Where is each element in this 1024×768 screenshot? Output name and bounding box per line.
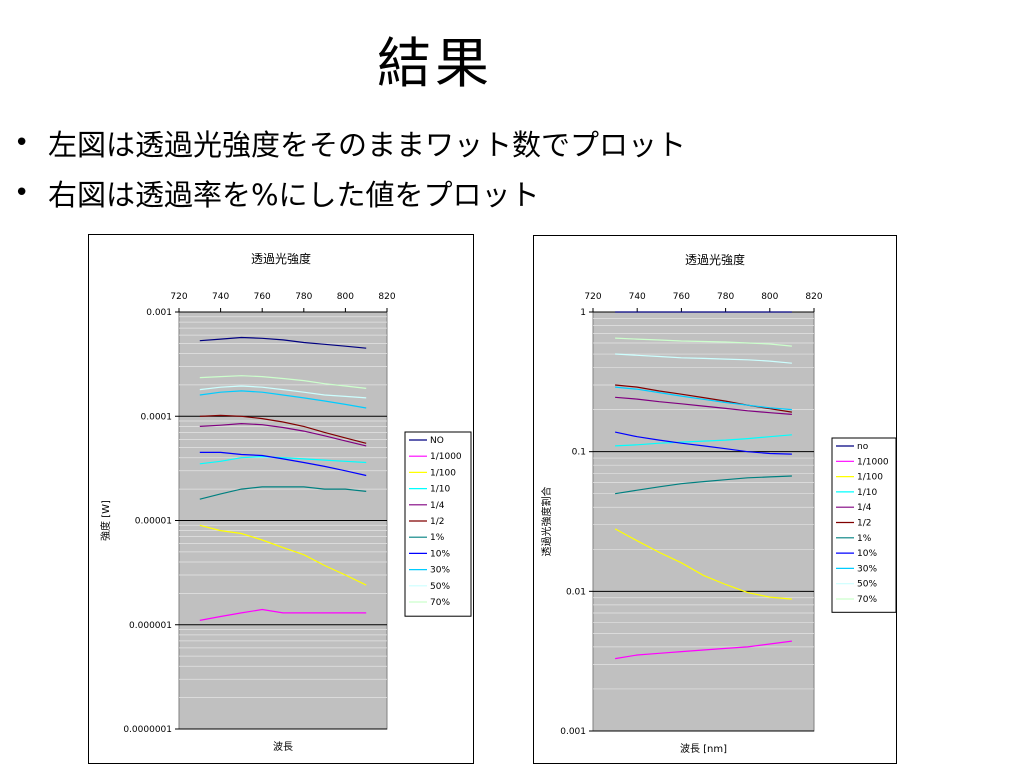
bullet-dot-icon: • (14, 128, 30, 158)
series-line-10 (199, 375, 367, 389)
x-tick-label: 740 (212, 292, 229, 302)
legend-label: 1/2 (430, 517, 444, 527)
bullet-dot-icon: • (14, 178, 30, 208)
y-tick-label: 0.000001 (129, 621, 172, 631)
series-line-2 (614, 528, 792, 600)
x-tick-label: 800 (761, 292, 778, 302)
x-tick-label: 760 (673, 292, 690, 302)
series-line-7 (614, 431, 792, 455)
chart-left-svg: 透過光強度 0.001 0.0001 0.00001 0.000001 0.0000001… (99, 251, 472, 753)
x-tick-label: 780 (295, 292, 312, 302)
x-tick-label: 820 (378, 292, 395, 302)
y-tick-label: 0.001 (146, 308, 172, 318)
x-axis-label: 波長 [nm] (680, 742, 727, 755)
x-tick-label: 720 (170, 292, 187, 302)
series-line-3 (615, 434, 792, 447)
series-line-6 (615, 475, 792, 495)
series-line-6 (199, 486, 367, 500)
legend-label: no (857, 442, 869, 452)
y-tick-label: 0.0001 (141, 412, 173, 422)
series-line-2 (199, 524, 367, 586)
y-tick-label: 0.1 (572, 448, 586, 458)
legend-label: 1/1000 (430, 452, 462, 462)
legend-label: 70% (430, 598, 450, 608)
legend-label: 1/10 (430, 485, 450, 495)
legend-label: 1% (857, 534, 872, 544)
y-tick-label: 0.0000001 (123, 725, 172, 735)
legend-label: NO (430, 436, 444, 446)
chart-left: 透過光強度 0.001 0.0001 0.00001 0.000001 0.0000001… (88, 234, 474, 764)
series-line-9 (615, 353, 792, 364)
legend-label: 1/100 (857, 473, 883, 483)
y-tick-label: 0.01 (566, 587, 586, 597)
legend-label: 1% (430, 533, 445, 543)
series-line-4 (199, 422, 367, 447)
legend-label: 70% (857, 595, 877, 605)
series-line-3 (199, 455, 367, 465)
y-tick-label: 1 (580, 308, 586, 318)
legend-label: 10% (857, 549, 877, 559)
chart-right: 透過光強度 1 0.1 0.01 0.001 720 740 760 780 800 820 波長 [… (533, 235, 897, 764)
bullet-item: • 右図は透過率を%にした値をプロット (14, 168, 686, 218)
legend: no 1/1000 1/100 1/10 1/4 1/2 1% 10% 30% 50% 70% (831, 437, 896, 613)
legend-label: 30% (430, 566, 450, 576)
legend-label: 1/4 (857, 503, 872, 513)
x-tick-label: 820 (805, 292, 822, 302)
series-line-1 (615, 640, 792, 660)
chart-title: 透過光強度 (251, 251, 311, 266)
series-line-9 (199, 385, 367, 399)
bullet-item: • 左図は透過光強度をそのままワット数でプロット (14, 118, 686, 168)
chart-right-svg: 透過光強度 1 0.1 0.01 0.001 720 740 760 780 800 820 波長 [… (540, 252, 896, 755)
y-tick-label: 0.00001 (135, 517, 172, 527)
series-line-10 (615, 337, 792, 347)
x-tick-label: 720 (584, 292, 601, 302)
y-axis-label: 強度 [W] (99, 500, 112, 541)
legend-label: 50% (430, 582, 450, 592)
chart-title: 透過光強度 (685, 252, 745, 267)
legend-label: 1/10 (857, 488, 877, 498)
legend-label: 50% (857, 580, 877, 590)
legend-label: 1/100 (430, 468, 456, 478)
series-line-5 (199, 414, 367, 444)
x-axis-label: 波長 (273, 740, 293, 753)
legend-label: 1/4 (430, 501, 445, 511)
series-line-0 (199, 336, 367, 349)
series-line-7 (199, 451, 367, 477)
bullet-list: • 左図は透過光強度をそのままワット数でプロット • 右図は透過率を%にした値を… (14, 118, 686, 218)
legend-label: 1/2 (857, 519, 871, 529)
legend-label: 30% (857, 564, 877, 574)
plot-area (592, 311, 815, 732)
series-line-1 (199, 608, 367, 621)
y-tick-label: 0.001 (560, 727, 586, 737)
legend: NO 1/1000 1/100 1/10 1/4 1/2 1% 10% 30% 50% 70% (404, 431, 472, 617)
bullet-text: 左図は透過光強度をそのままワット数でプロット (48, 128, 687, 162)
bullet-text: 右図は透過率を%にした値をプロット (48, 178, 540, 212)
series-line-8 (199, 390, 367, 409)
series-line-4 (615, 396, 792, 415)
slide-title: 結果 (377, 32, 493, 95)
y-axis-label: 透過光強度割合 (540, 487, 553, 557)
x-tick-label: 760 (254, 292, 271, 302)
legend-label: 1/1000 (857, 457, 889, 467)
x-tick-label: 800 (337, 292, 354, 302)
x-tick-label: 740 (629, 292, 646, 302)
x-tick-label: 780 (717, 292, 734, 302)
series-line-8 (615, 386, 792, 411)
legend-label: 10% (430, 549, 450, 559)
